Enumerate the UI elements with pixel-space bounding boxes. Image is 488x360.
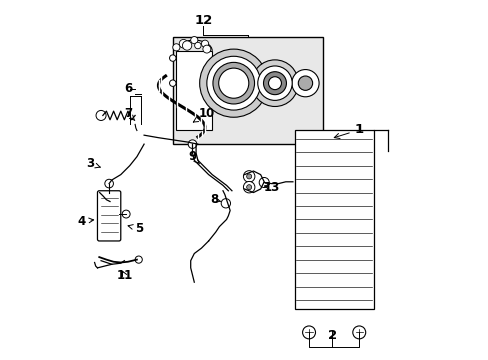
Text: 13: 13 xyxy=(263,181,279,194)
Circle shape xyxy=(169,55,176,61)
Text: 6: 6 xyxy=(123,82,132,95)
Circle shape xyxy=(172,44,180,51)
Circle shape xyxy=(212,62,254,104)
Circle shape xyxy=(169,80,176,86)
Circle shape xyxy=(257,66,292,100)
Circle shape xyxy=(259,177,269,188)
Circle shape xyxy=(243,171,254,182)
Text: 3: 3 xyxy=(86,157,100,170)
Text: 7: 7 xyxy=(123,107,135,121)
FancyBboxPatch shape xyxy=(97,191,121,241)
Text: 9: 9 xyxy=(188,150,199,163)
Bar xyxy=(294,130,373,309)
Text: 12: 12 xyxy=(194,14,212,27)
Text: 5: 5 xyxy=(128,222,142,235)
Circle shape xyxy=(179,40,187,48)
Circle shape xyxy=(298,76,312,90)
Text: 10: 10 xyxy=(193,107,215,122)
Circle shape xyxy=(96,111,106,121)
Circle shape xyxy=(203,45,210,53)
Circle shape xyxy=(194,42,201,49)
Circle shape xyxy=(199,49,267,117)
Bar xyxy=(172,37,323,144)
Circle shape xyxy=(263,72,286,95)
Text: 4: 4 xyxy=(77,215,93,228)
Circle shape xyxy=(188,140,196,148)
Circle shape xyxy=(246,185,251,190)
Circle shape xyxy=(302,326,315,339)
Circle shape xyxy=(251,60,298,107)
Circle shape xyxy=(268,77,281,90)
Text: 2: 2 xyxy=(327,329,336,342)
Circle shape xyxy=(221,199,230,208)
Circle shape xyxy=(135,256,142,263)
Text: 8: 8 xyxy=(209,193,221,206)
Text: 11: 11 xyxy=(116,269,132,282)
Circle shape xyxy=(206,56,260,110)
Circle shape xyxy=(201,40,208,47)
Circle shape xyxy=(104,179,113,188)
Circle shape xyxy=(291,69,319,97)
Text: 1: 1 xyxy=(334,123,363,139)
Circle shape xyxy=(122,210,130,218)
Circle shape xyxy=(190,37,198,44)
Circle shape xyxy=(243,181,254,193)
Bar xyxy=(176,51,212,130)
Circle shape xyxy=(352,326,365,339)
Circle shape xyxy=(182,41,191,50)
Circle shape xyxy=(246,174,251,179)
Circle shape xyxy=(218,68,248,98)
